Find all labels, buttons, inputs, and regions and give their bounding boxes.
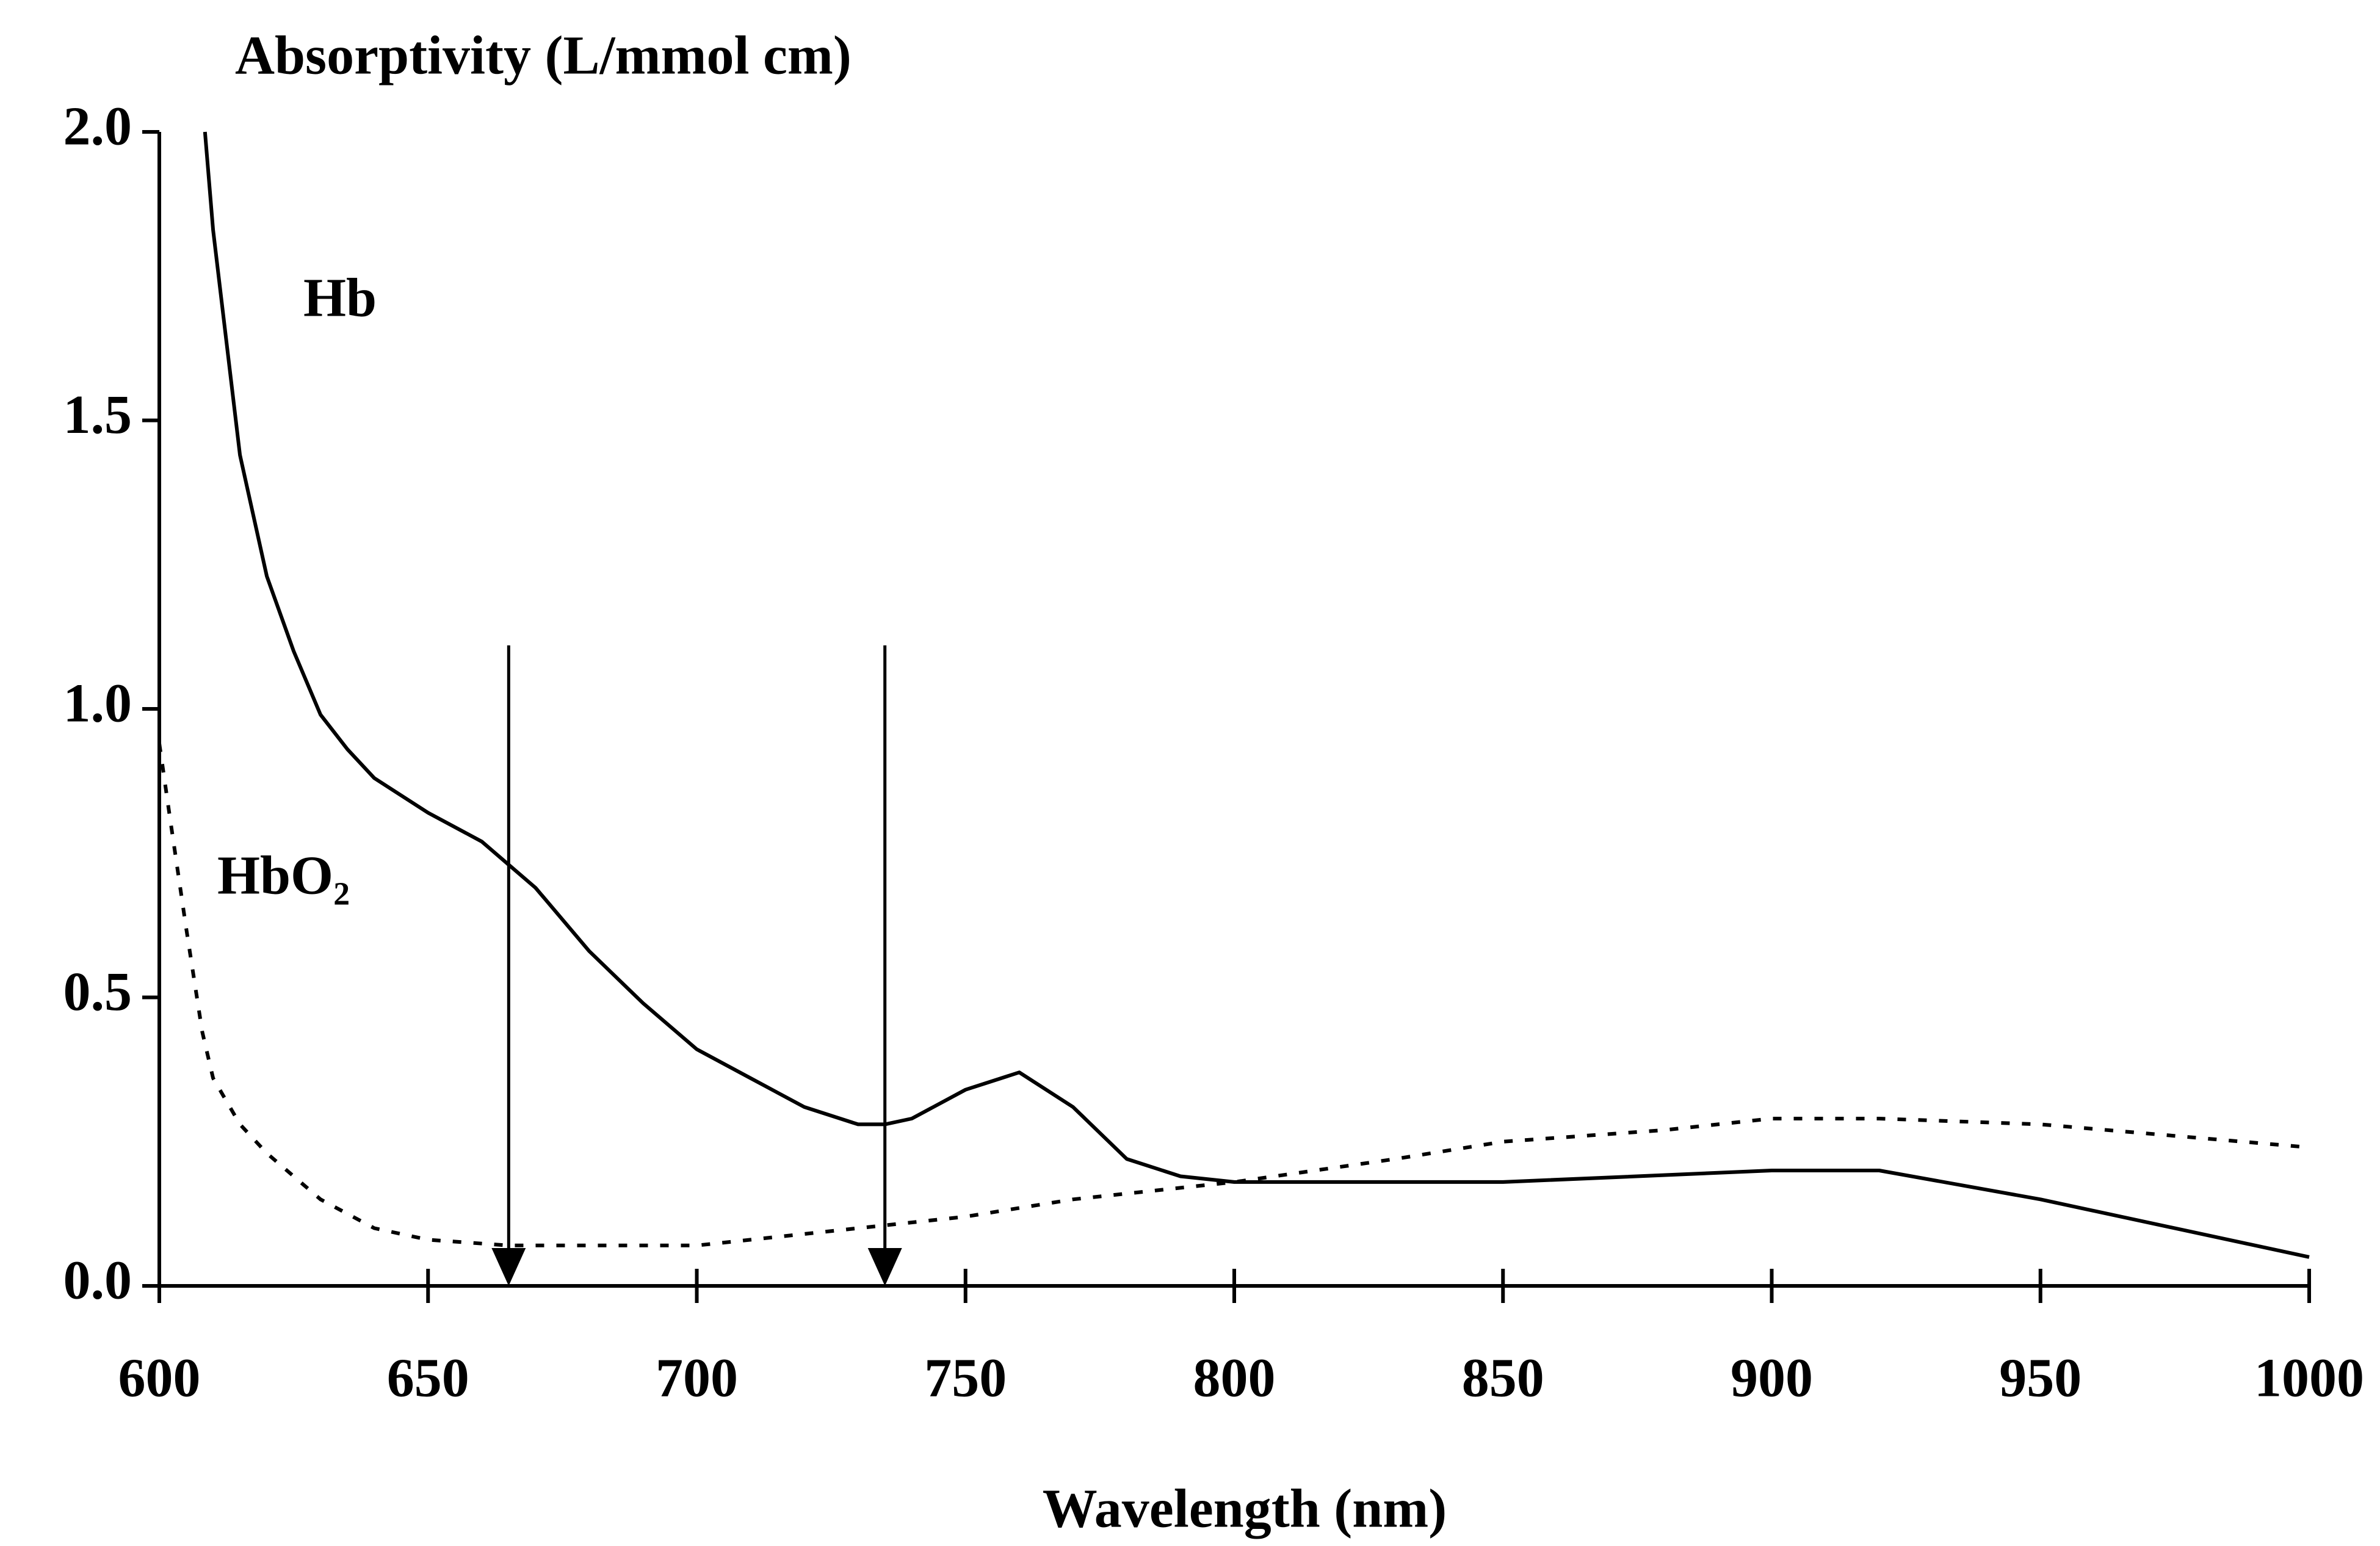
x-tick-label: 750 [924, 1348, 1007, 1409]
y-tick-label: 0.5 [63, 962, 132, 1022]
x-tick-label: 950 [1999, 1348, 2082, 1409]
arrow-head [867, 1248, 902, 1286]
y-tick-label: 0.0 [63, 1250, 132, 1311]
y-axis-title: Absorptivity (L/mmol cm) [235, 26, 852, 86]
x-tick-label: 850 [1462, 1348, 1544, 1409]
x-tick-label: 1000 [2254, 1348, 2364, 1409]
series-label: Hb [303, 268, 377, 328]
x-tick-label: 600 [118, 1348, 201, 1409]
x-tick-label: 650 [387, 1348, 469, 1409]
series-line [157, 743, 2310, 1247]
series-label: HbO₂ [217, 846, 350, 906]
x-axis-title: Wavelength (nm) [1043, 1479, 1447, 1539]
y-tick-label: 1.0 [63, 673, 132, 734]
arrow-head [491, 1248, 526, 1286]
y-tick-label: 1.5 [63, 385, 132, 445]
x-tick-label: 900 [1731, 1348, 1813, 1409]
y-tick-label: 2.0 [63, 96, 132, 157]
series-line [203, 131, 2310, 1259]
x-tick-label: 800 [1193, 1348, 1276, 1409]
x-tick-label: 700 [656, 1348, 738, 1409]
